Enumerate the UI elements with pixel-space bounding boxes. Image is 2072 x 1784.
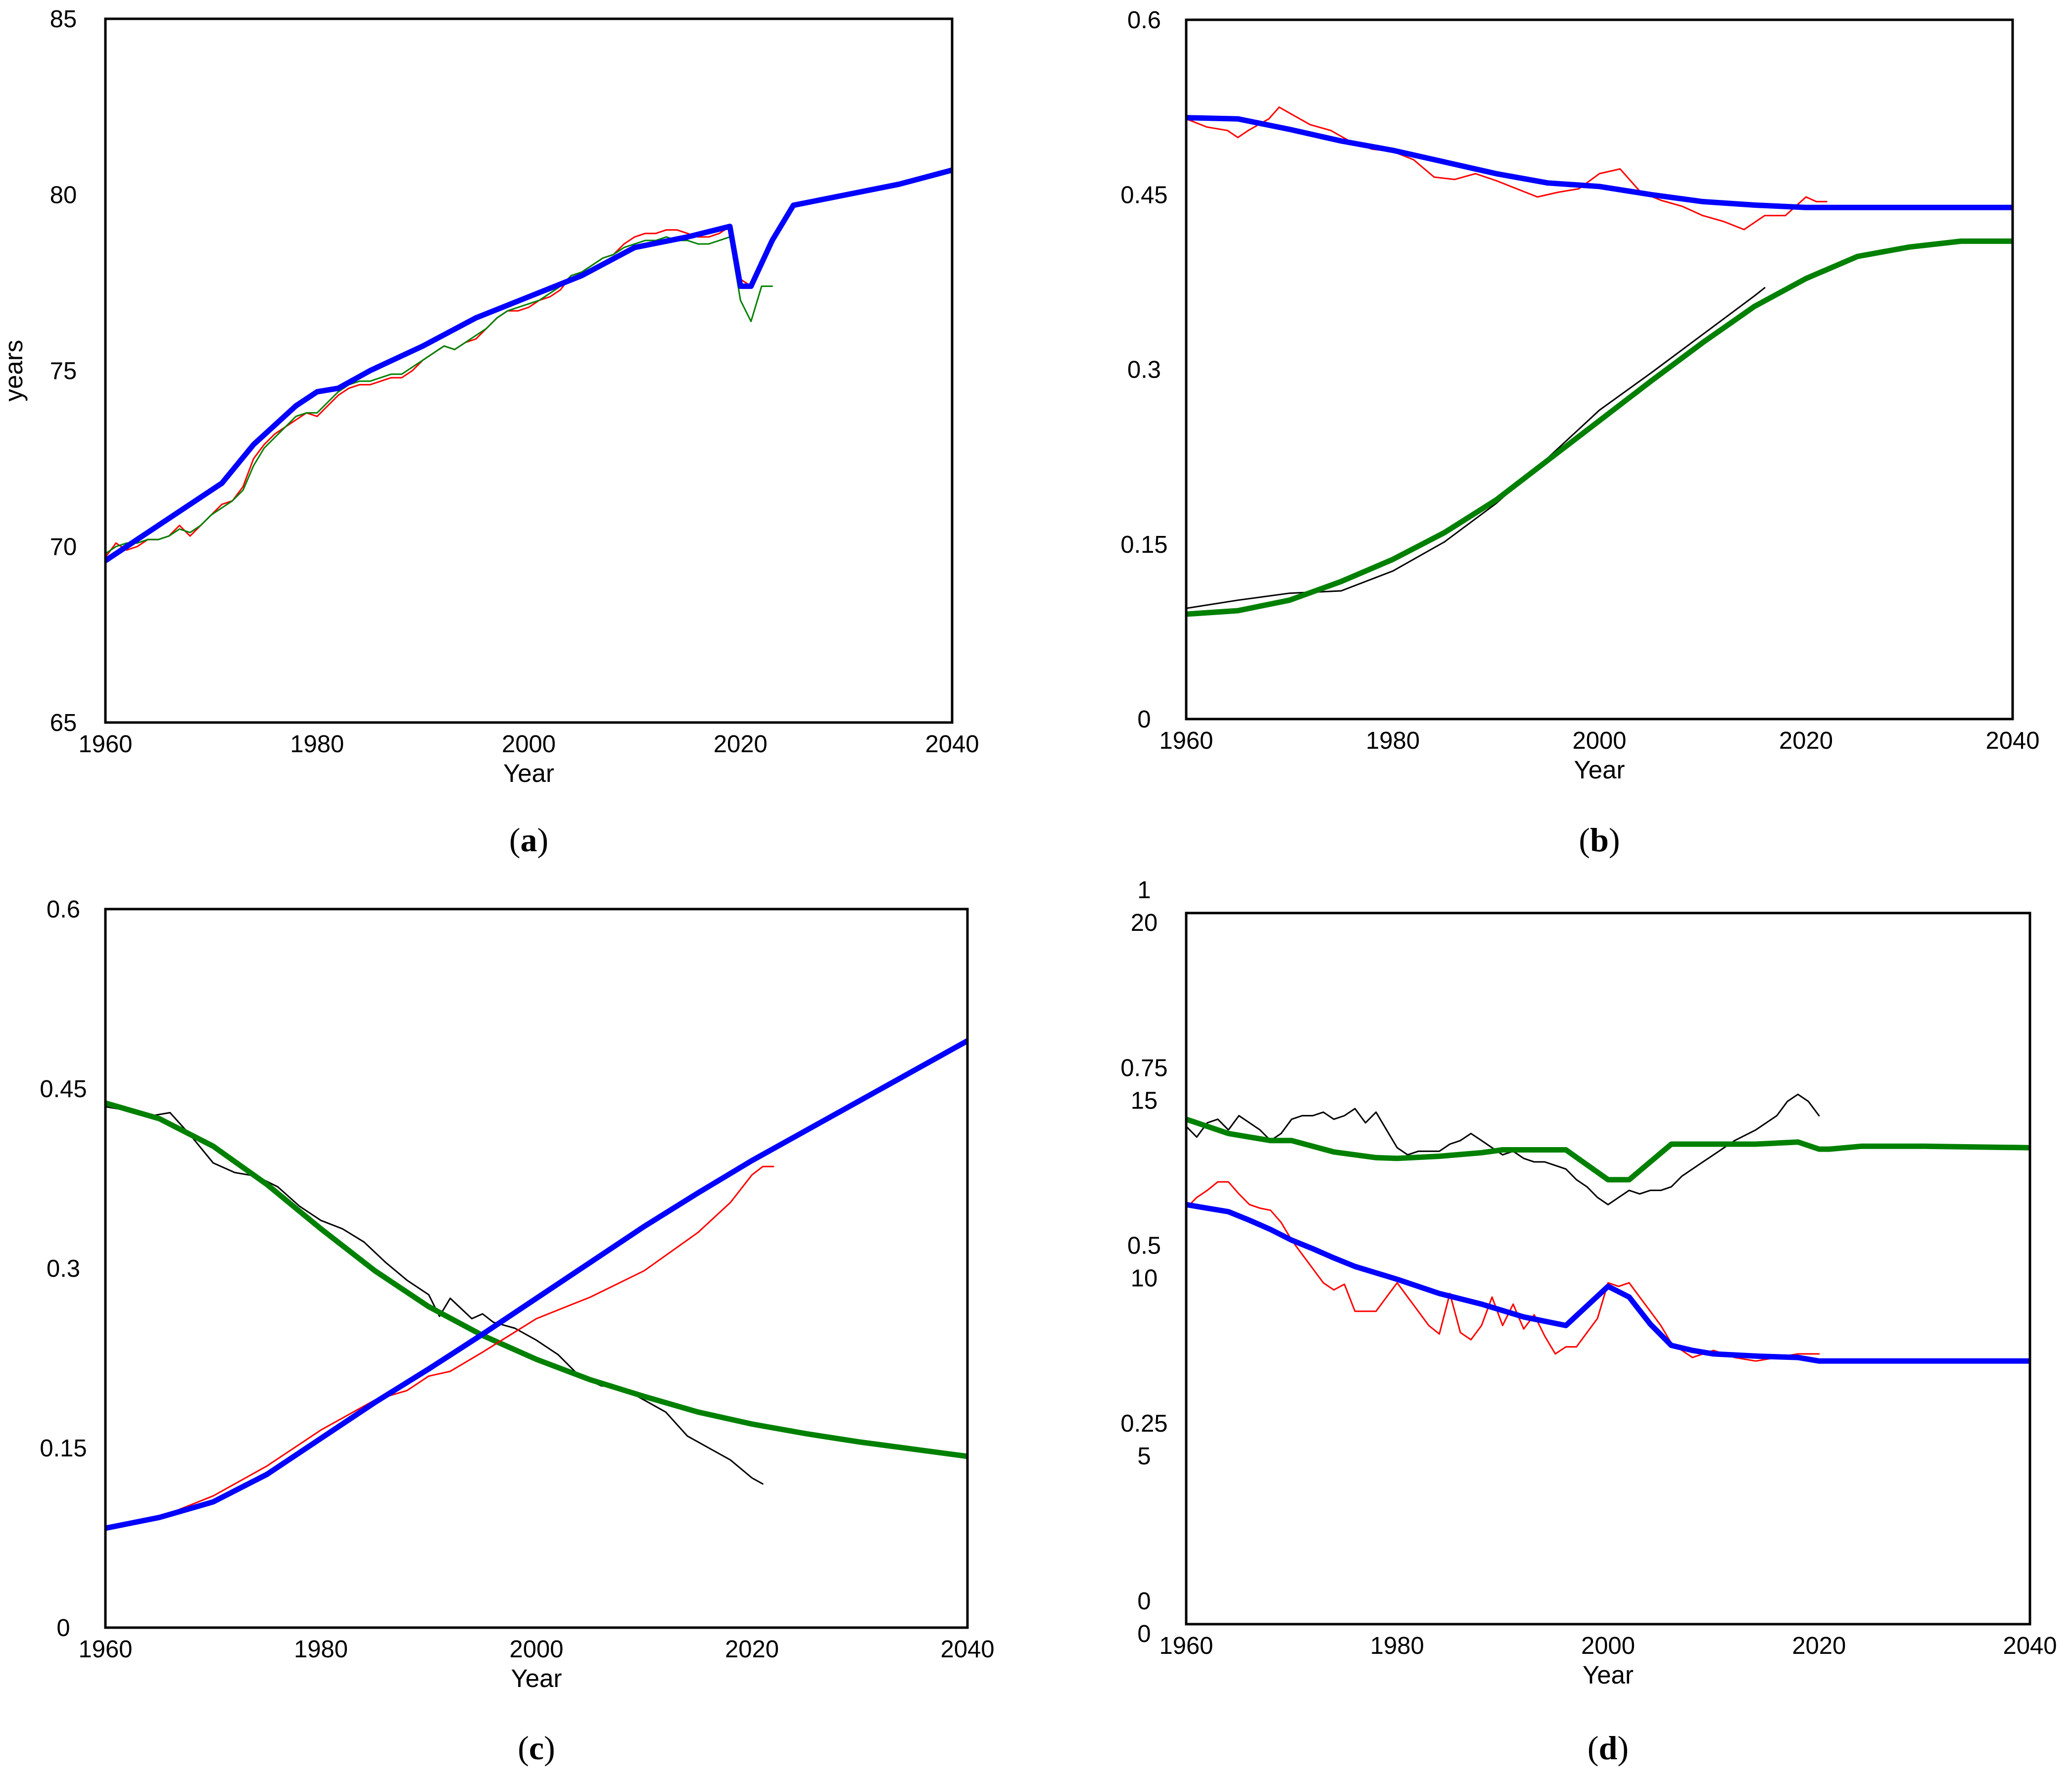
series-line-simulated-green: [105, 1100, 967, 1459]
caption-open-paren: (: [509, 821, 521, 859]
y-tick-label: 5: [1137, 1443, 1151, 1470]
y-tick-label: 0.3: [47, 1255, 80, 1282]
panel-caption: (a): [509, 821, 548, 859]
caption-close-paren: ): [1617, 1729, 1629, 1767]
x-tick-label: 2040: [1985, 727, 2039, 754]
series-line-simulated-blue: [1186, 115, 2013, 210]
x-tick-label: 1980: [290, 731, 344, 758]
y-tick-label: 0.3: [1127, 357, 1161, 384]
x-axis-title: Year: [511, 1664, 562, 1692]
caption-letter: b: [1590, 821, 1609, 859]
y-tick-label: 0.25: [1120, 1410, 1167, 1437]
x-tick-label: 2000: [502, 731, 556, 758]
x-tick-label: 1960: [78, 731, 132, 758]
series-line-simulated-green: [1186, 1116, 2030, 1183]
x-tick-label: 2020: [1779, 727, 1833, 754]
y-tick-label: 0.6: [47, 896, 80, 923]
series-group: [105, 1038, 967, 1531]
series-line-observed-red: [105, 1165, 774, 1529]
series-line-observed-green: [105, 236, 773, 555]
series-line-observed-black: [1186, 1093, 1820, 1205]
y-tick-label: 0: [1137, 1588, 1151, 1615]
y-tick-label: 0.75: [1120, 1055, 1167, 1081]
panel-a: 1960 1980 2000 2020 2040 65 70 75 80 85 Year years (…: [0, 6, 979, 859]
x-tick-label: 2000: [1581, 1633, 1635, 1659]
x-tick-label: 2040: [940, 1636, 994, 1663]
x-tick-label: 2040: [2003, 1633, 2057, 1659]
series-line-simulated-blue: [1186, 1202, 2030, 1364]
caption-letter: c: [529, 1729, 544, 1767]
x-tick-label: 2000: [1572, 727, 1626, 754]
y-tick-label: 0.5: [1127, 1233, 1161, 1259]
x-axis-title: Year: [1583, 1661, 1634, 1689]
x-tick-label: 1980: [1370, 1633, 1424, 1659]
series-line-observed-red: [1186, 106, 1828, 231]
y-tick-label: 80: [50, 182, 77, 209]
plot-frame: [1185, 18, 2014, 721]
y-tick-label: 65: [50, 710, 77, 736]
x-tick-label: 1980: [1366, 727, 1420, 754]
x-tick-label: 1960: [78, 1636, 132, 1663]
plot-frame: [104, 908, 969, 1629]
y-tick-label: 10: [1131, 1265, 1158, 1292]
y-tick-label: 70: [50, 534, 77, 561]
y-tick-label: 1: [1137, 877, 1151, 904]
caption-open-paren: (: [1579, 821, 1590, 859]
caption-open-paren: (: [1588, 1729, 1599, 1767]
panel-d: 1960 1980 2000 2020 2040 0 0 0.25 5 0.5 10 0.75 15 1 2…: [1120, 877, 2057, 1767]
y-tick-label: 85: [50, 6, 77, 33]
panel-b: 1960 1980 2000 2020 2040 0 0.15 0.3 0.45 0.6 Year (…: [1120, 7, 2039, 859]
caption-letter: d: [1599, 1729, 1618, 1767]
panel-caption: (b): [1579, 821, 1620, 859]
series-line-observed-black: [1186, 287, 1766, 609]
y-tick-label: 0.15: [1120, 531, 1167, 558]
series-group: [1186, 106, 2013, 617]
series-group: [105, 167, 952, 564]
x-tick-label: 2020: [1792, 1633, 1846, 1659]
x-tick-label: 2000: [509, 1636, 563, 1663]
y-tick-label: 0.15: [40, 1435, 87, 1462]
x-tick-label: 2020: [714, 731, 768, 758]
plot-frame: [104, 17, 954, 724]
series-line-simulated-blue: [105, 1038, 967, 1531]
caption-close-paren: ): [544, 1729, 555, 1767]
y-tick-label: 0: [1137, 706, 1151, 733]
y-tick-label: 0: [56, 1615, 70, 1641]
x-tick-label: 1980: [294, 1636, 348, 1663]
y-tick-label: 20: [1131, 910, 1158, 936]
x-axis-title: Year: [1574, 756, 1625, 784]
series-line-observed-red: [105, 226, 752, 558]
y-tick-label: 75: [50, 358, 77, 385]
y-tick-label: 0.6: [1127, 7, 1161, 34]
series-line-simulated-green: [1186, 238, 2013, 617]
x-tick-label: 2040: [925, 731, 979, 758]
x-tick-label: 1960: [1159, 1633, 1213, 1659]
caption-letter: a: [521, 821, 537, 859]
y-tick-label: 0.45: [40, 1076, 87, 1103]
y-axis-title: years: [0, 340, 28, 402]
series-group: [1186, 1093, 2030, 1364]
panel-c: 1960 1980 2000 2020 2040 0 0.15 0.3 0.45 0.6 Year (…: [40, 896, 994, 1767]
y-tick-label: 15: [1131, 1087, 1158, 1114]
x-axis-title: Year: [503, 759, 554, 787]
y-tick-label: 0.45: [1120, 182, 1167, 208]
caption-close-paren: ): [537, 821, 549, 859]
x-tick-label: 1960: [1159, 727, 1213, 754]
series-line-observed-black: [105, 1106, 764, 1485]
caption-open-paren: (: [518, 1729, 529, 1767]
panel-caption: (d): [1588, 1729, 1629, 1767]
panel-caption: (c): [518, 1729, 555, 1767]
plot-frame: [1185, 912, 2031, 1626]
x-tick-label: 2020: [725, 1636, 779, 1663]
series-line-observed-red: [1186, 1181, 1820, 1362]
series-line-simulated-blue: [105, 167, 952, 564]
caption-close-paren: ): [1609, 821, 1620, 859]
y-tick-label: 0: [1137, 1621, 1151, 1647]
